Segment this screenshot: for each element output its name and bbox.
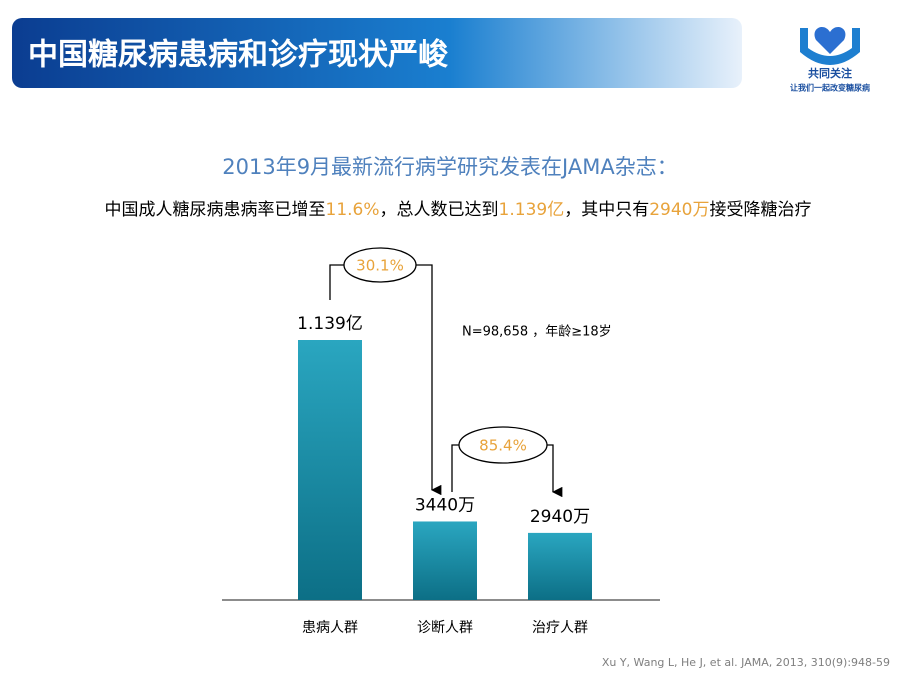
bar	[528, 532, 592, 600]
summary-segment: 11.6%	[326, 200, 380, 220]
value-label: 2940万	[530, 507, 590, 527]
bar	[413, 521, 477, 600]
headline: 2013年9月最新流行病学研究发表在JAMA杂志：	[222, 155, 677, 179]
header-bar	[12, 18, 742, 88]
annotation: 85.4%	[479, 437, 527, 455]
value-label: 3440万	[415, 495, 475, 515]
summary-segment: 中国成人糖尿病患病率已增至	[105, 200, 326, 220]
value-label: 1.139亿	[297, 314, 363, 334]
logo-text: 共同关注	[808, 66, 852, 80]
logo: 共同关注 让我们一起改变糖尿病	[790, 26, 870, 93]
bracket-1: 30.1%	[329, 247, 442, 496]
summary: 中国成人糖尿病患病率已增至11.6%，总人数已达到1.139亿，其中只有2940…	[105, 200, 812, 220]
summary-segment: 2940万	[649, 200, 709, 220]
bar	[298, 340, 362, 600]
annotation: 30.1%	[356, 257, 404, 275]
logo-subtext: 让我们一起改变糖尿病	[790, 83, 870, 93]
citation: Xu Y, Wang L, He J, et al. JAMA, 2013, 3…	[602, 656, 890, 669]
category-label: 患病人群	[302, 620, 358, 636]
summary-segment: 接受降糖治疗	[709, 200, 811, 220]
annotation: N=98,658 ，年龄≥18岁	[462, 325, 612, 340]
bracket-oval	[458, 426, 548, 464]
category-label: 诊断人群	[417, 620, 473, 636]
summary-segment: ，总人数已达到	[380, 200, 499, 220]
category-label: 治疗人群	[532, 620, 588, 636]
slide-title: 中国糖尿病患病和诊疗现状严峻	[28, 38, 448, 73]
bracket-2: 85.4%	[451, 426, 563, 498]
bracket-oval	[343, 247, 417, 283]
logo-hands	[800, 28, 860, 65]
logo-heart	[814, 26, 846, 54]
summary-segment: 1.139亿	[499, 200, 565, 220]
summary-segment: ，其中只有	[564, 200, 649, 220]
